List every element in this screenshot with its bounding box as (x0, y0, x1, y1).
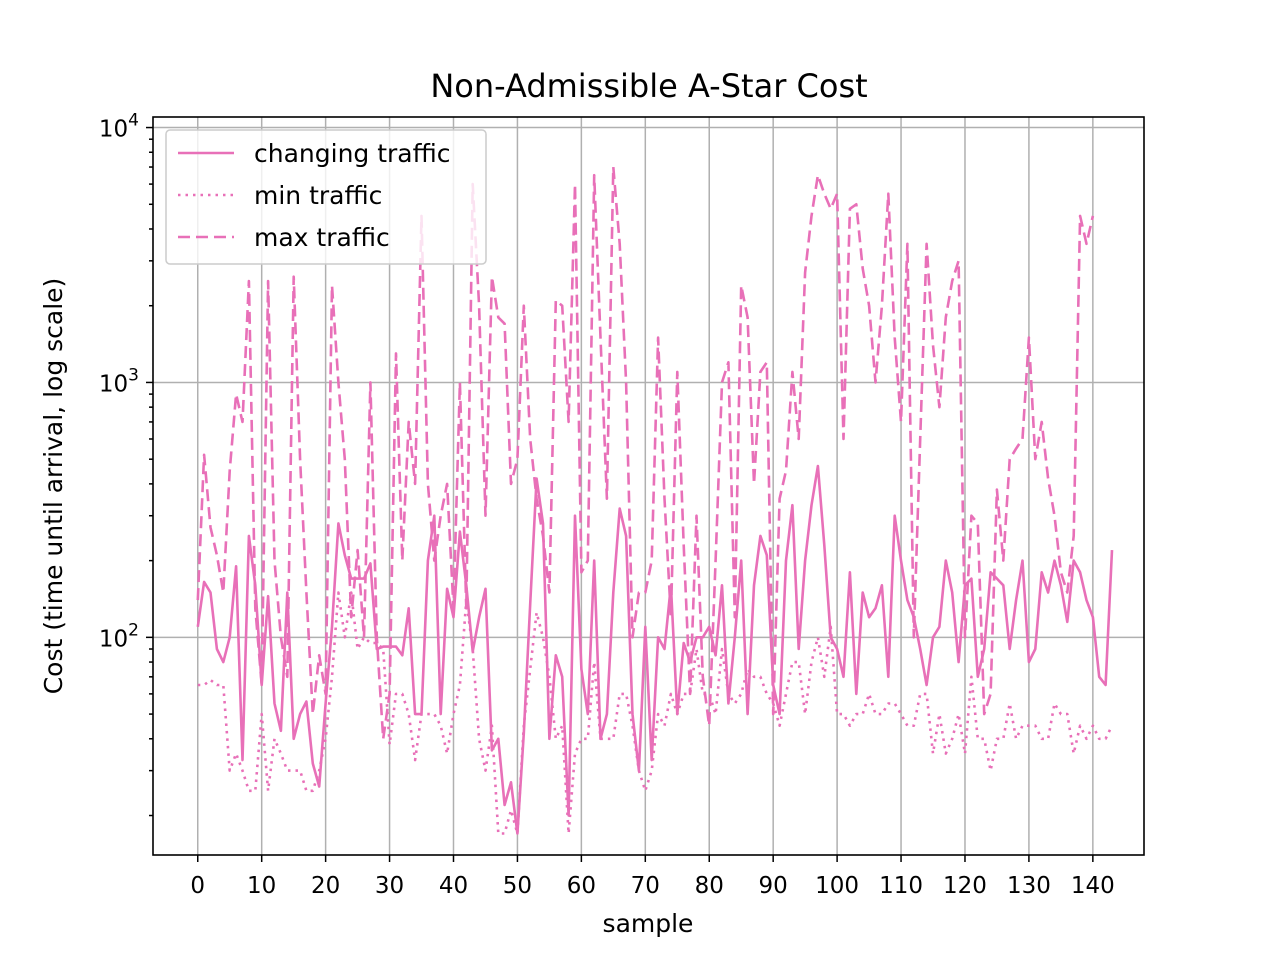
legend-label: changing traffic (254, 139, 451, 168)
x-tick-label: 110 (879, 873, 923, 899)
x-tick-label: 70 (631, 873, 660, 899)
y-axis-label: Cost (time until arrival, log scale) (39, 278, 68, 695)
legend: changing traffic min traffic max traffic (165, 129, 487, 265)
x-tick-label: 30 (375, 873, 404, 899)
plot-frame (152, 116, 1145, 856)
series-line-max-traffic (196, 165, 1095, 741)
x-tick-label: 20 (311, 873, 340, 899)
x-tick-label: 90 (759, 873, 788, 899)
x-axis-label: sample (603, 909, 694, 938)
x-tick-label: 50 (503, 873, 532, 899)
series-lines (196, 165, 1114, 835)
x-tick-label: 0 (190, 873, 205, 899)
y-tick-label: 102 (99, 620, 139, 652)
legend-label: min traffic (254, 181, 382, 210)
x-tick-label: 40 (439, 873, 468, 899)
x-tick-label: 80 (695, 873, 724, 899)
series-line-changing-traffic (196, 464, 1114, 835)
y-tick-label: 103 (99, 365, 139, 397)
axis-ticks: 0 10 20 30 40 50 60 70 80 90 100 110 120 130 140 102 103… (99, 111, 1115, 899)
legend-label: max traffic (254, 223, 390, 252)
legend-box (165, 129, 487, 265)
x-tick-label: 100 (815, 873, 859, 899)
y-tick-label: 104 (99, 111, 139, 143)
x-tick-label: 140 (1071, 873, 1115, 899)
x-tick-label: 60 (567, 873, 596, 899)
chart-title: Non-Admissible A-Star Cost (430, 67, 867, 105)
x-tick-label: 10 (247, 873, 276, 899)
x-tick-label: 120 (943, 873, 987, 899)
x-tick-label: 130 (1007, 873, 1051, 899)
